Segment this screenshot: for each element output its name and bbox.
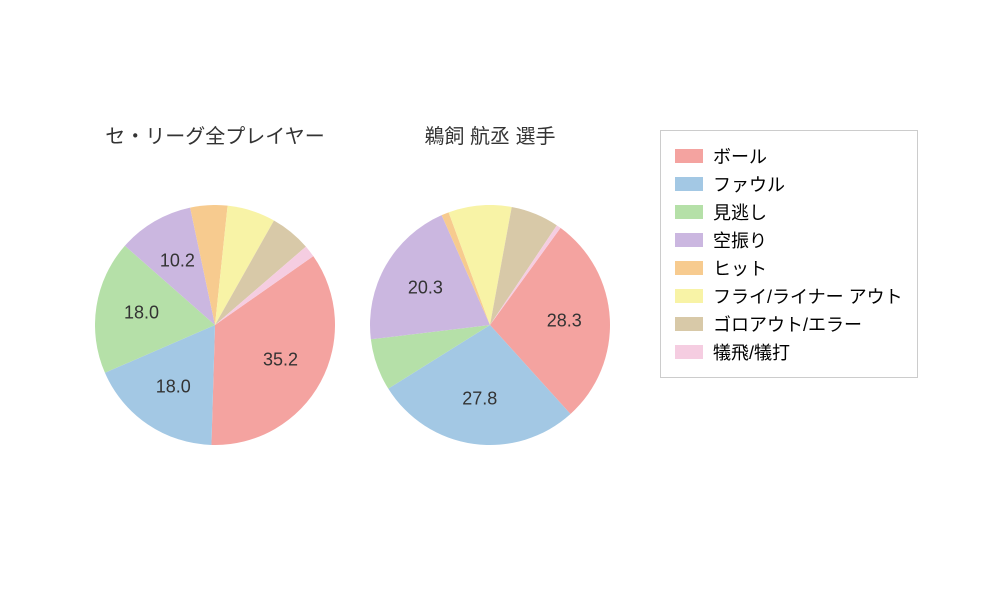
legend-swatch-ball: [675, 149, 703, 163]
legend-item-swing: 空振り: [675, 227, 903, 253]
slice-label-player-foul: 27.8: [462, 388, 497, 409]
legend-swatch-groundout: [675, 317, 703, 331]
legend-swatch-miss: [675, 205, 703, 219]
legend-item-foul: ファウル: [675, 171, 903, 197]
legend-item-miss: 見逃し: [675, 199, 903, 225]
legend-item-groundout: ゴロアウト/エラー: [675, 311, 903, 337]
legend-item-flyout: フライ/ライナー アウト: [675, 283, 903, 309]
slice-label-league-ball: 35.2: [263, 350, 298, 371]
legend-label-sac: 犠飛/犠打: [713, 339, 790, 365]
legend-label-ball: ボール: [713, 143, 767, 169]
legend-item-hit: ヒット: [675, 255, 903, 281]
legend-label-groundout: ゴロアウト/エラー: [713, 311, 862, 337]
legend-label-swing: 空振り: [713, 227, 767, 253]
legend: ボールファウル見逃し空振りヒットフライ/ライナー アウトゴロアウト/エラー犠飛/…: [660, 130, 918, 378]
legend-swatch-flyout: [675, 289, 703, 303]
pie-player: 28.3 27.8 20.3: [370, 205, 610, 445]
slice-label-league-swing: 10.2: [160, 250, 195, 271]
legend-swatch-foul: [675, 177, 703, 191]
legend-swatch-swing: [675, 233, 703, 247]
legend-label-flyout: フライ/ライナー アウト: [713, 283, 903, 309]
pie-title-player: 鵜飼 航丞 選手: [340, 120, 640, 149]
slice-label-league-miss: 18.0: [124, 303, 159, 324]
legend-swatch-sac: [675, 345, 703, 359]
legend-label-hit: ヒット: [713, 255, 767, 281]
pie-title-league: セ・リーグ全プレイヤー: [65, 120, 365, 149]
legend-label-foul: ファウル: [713, 171, 785, 197]
chart-container: セ・リーグ全プレイヤー35.218.018.010.2鵜飼 航丞 選手28.32…: [0, 0, 1000, 600]
legend-item-sac: 犠飛/犠打: [675, 339, 903, 365]
slice-label-player-swing: 20.3: [408, 278, 443, 299]
legend-label-miss: 見逃し: [713, 199, 767, 225]
slice-label-league-foul: 18.0: [156, 376, 191, 397]
legend-swatch-hit: [675, 261, 703, 275]
slice-label-player-ball: 28.3: [547, 311, 582, 332]
legend-item-ball: ボール: [675, 143, 903, 169]
pie-league: 35.2 18.0 18.0 10.2: [95, 205, 335, 445]
